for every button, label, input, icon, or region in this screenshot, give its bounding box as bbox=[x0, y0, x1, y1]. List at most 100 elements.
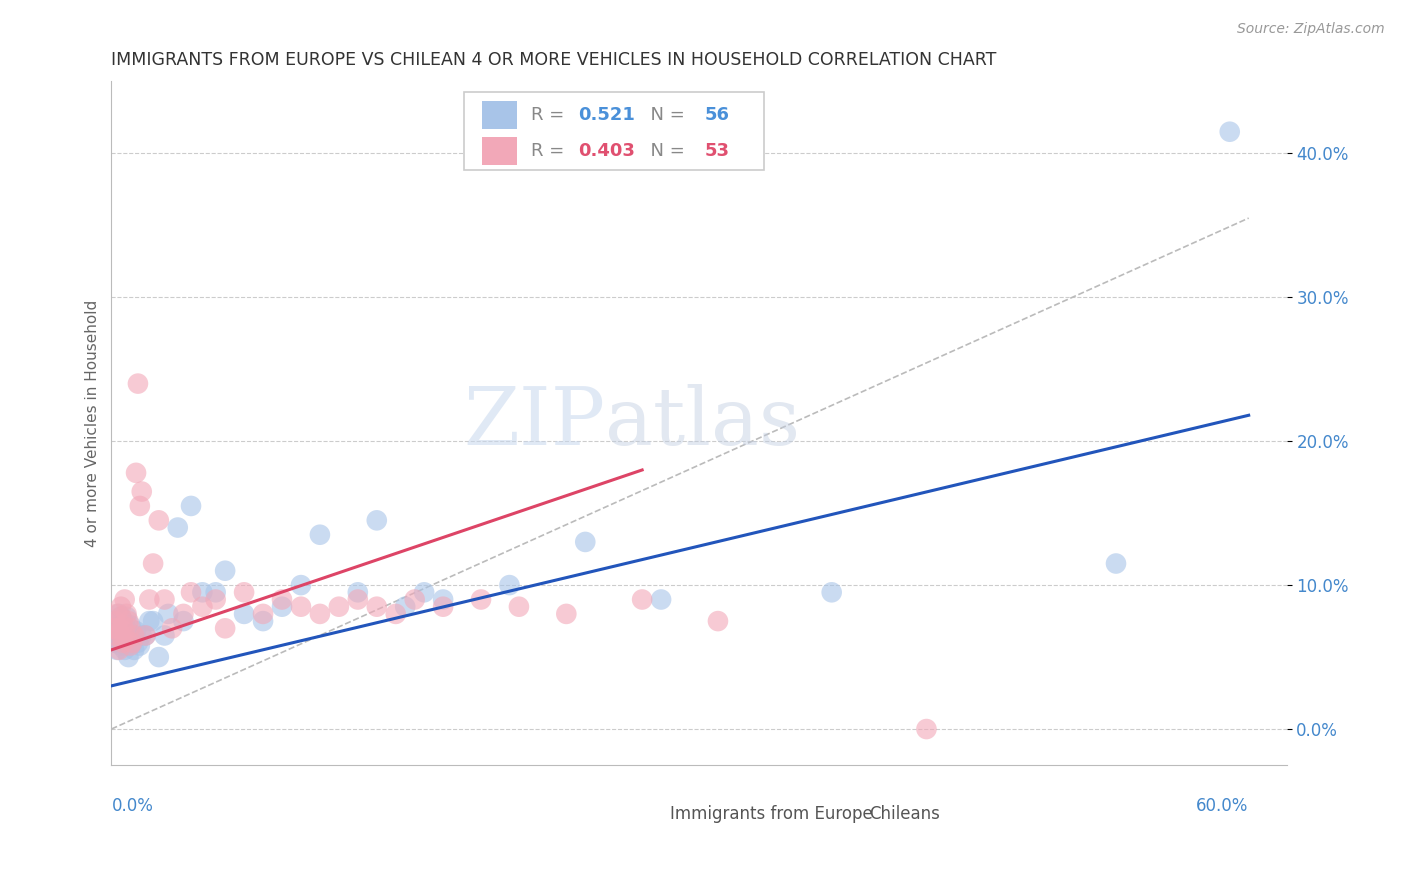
Point bbox=[105, 607, 128, 621]
Point bbox=[110, 639, 132, 653]
Point bbox=[110, 618, 132, 632]
Point bbox=[128, 639, 150, 653]
Point bbox=[821, 585, 844, 599]
Point bbox=[204, 585, 226, 599]
Point bbox=[117, 614, 139, 628]
Point bbox=[180, 585, 202, 599]
Point bbox=[631, 592, 654, 607]
Point bbox=[366, 599, 388, 614]
Text: Immigrants from Europe: Immigrants from Europe bbox=[669, 805, 872, 823]
Point bbox=[191, 585, 214, 599]
Point bbox=[271, 592, 294, 607]
Text: atlas: atlas bbox=[605, 384, 800, 462]
Point bbox=[122, 643, 145, 657]
Point bbox=[707, 614, 730, 628]
Point bbox=[117, 624, 139, 639]
Text: 56: 56 bbox=[704, 106, 730, 124]
Point bbox=[115, 639, 138, 653]
Point bbox=[104, 614, 127, 628]
Point bbox=[915, 722, 938, 736]
FancyBboxPatch shape bbox=[482, 136, 517, 165]
Point bbox=[108, 635, 131, 649]
Point bbox=[120, 621, 142, 635]
Point bbox=[172, 607, 194, 621]
Text: R =: R = bbox=[531, 142, 569, 160]
Point bbox=[108, 607, 131, 621]
Point bbox=[172, 614, 194, 628]
Point bbox=[153, 628, 176, 642]
Point bbox=[214, 564, 236, 578]
Point bbox=[157, 607, 180, 621]
Point bbox=[120, 628, 142, 642]
Point bbox=[125, 624, 148, 639]
Point bbox=[574, 535, 596, 549]
Point bbox=[309, 527, 332, 541]
Point bbox=[128, 499, 150, 513]
Text: IMMIGRANTS FROM EUROPE VS CHILEAN 4 OR MORE VEHICLES IN HOUSEHOLD CORRELATION CH: IMMIGRANTS FROM EUROPE VS CHILEAN 4 OR M… bbox=[111, 51, 997, 69]
Point bbox=[166, 520, 188, 534]
Point bbox=[110, 609, 132, 624]
Point bbox=[108, 643, 131, 657]
Point bbox=[127, 635, 149, 649]
Text: 0.403: 0.403 bbox=[578, 142, 636, 160]
Point bbox=[111, 621, 134, 635]
Point bbox=[125, 466, 148, 480]
Text: Chileans: Chileans bbox=[869, 805, 941, 823]
Point bbox=[122, 628, 145, 642]
Point bbox=[346, 585, 368, 599]
Point bbox=[115, 607, 138, 621]
FancyBboxPatch shape bbox=[482, 101, 517, 129]
Point bbox=[346, 592, 368, 607]
Point bbox=[498, 578, 520, 592]
Point bbox=[384, 607, 406, 621]
Point bbox=[180, 499, 202, 513]
Point bbox=[252, 607, 274, 621]
Point bbox=[290, 599, 312, 614]
Text: ZIP: ZIP bbox=[463, 384, 605, 462]
FancyBboxPatch shape bbox=[464, 92, 763, 170]
Point bbox=[366, 513, 388, 527]
Point bbox=[290, 578, 312, 592]
Point bbox=[138, 614, 160, 628]
Point bbox=[114, 628, 136, 642]
Point bbox=[138, 592, 160, 607]
Point bbox=[103, 635, 125, 649]
Point bbox=[103, 621, 125, 635]
Point bbox=[404, 592, 426, 607]
Y-axis label: 4 or more Vehicles in Household: 4 or more Vehicles in Household bbox=[86, 300, 100, 547]
Text: N =: N = bbox=[640, 106, 690, 124]
Point bbox=[160, 621, 183, 635]
Point bbox=[114, 624, 136, 639]
Point bbox=[121, 635, 143, 649]
Point bbox=[110, 609, 132, 624]
Text: 0.521: 0.521 bbox=[578, 106, 636, 124]
Point bbox=[508, 599, 530, 614]
Point bbox=[135, 628, 157, 642]
Point bbox=[108, 624, 131, 639]
Point bbox=[110, 599, 132, 614]
Point bbox=[115, 632, 138, 647]
Point bbox=[131, 484, 153, 499]
Point bbox=[111, 632, 134, 647]
Text: R =: R = bbox=[531, 106, 569, 124]
Point bbox=[214, 621, 236, 635]
Point bbox=[204, 592, 226, 607]
Point bbox=[111, 618, 134, 632]
Point bbox=[432, 599, 454, 614]
Point bbox=[233, 585, 256, 599]
Point bbox=[432, 592, 454, 607]
Point bbox=[153, 592, 176, 607]
Point bbox=[470, 592, 492, 607]
Point bbox=[309, 607, 332, 621]
Point bbox=[104, 628, 127, 642]
Point bbox=[114, 592, 136, 607]
Point bbox=[142, 557, 165, 571]
Point bbox=[114, 643, 136, 657]
Text: N =: N = bbox=[640, 142, 690, 160]
Point bbox=[115, 609, 138, 624]
Point bbox=[120, 618, 142, 632]
Point bbox=[252, 614, 274, 628]
Point bbox=[127, 376, 149, 391]
Point bbox=[191, 599, 214, 614]
FancyBboxPatch shape bbox=[628, 802, 661, 827]
